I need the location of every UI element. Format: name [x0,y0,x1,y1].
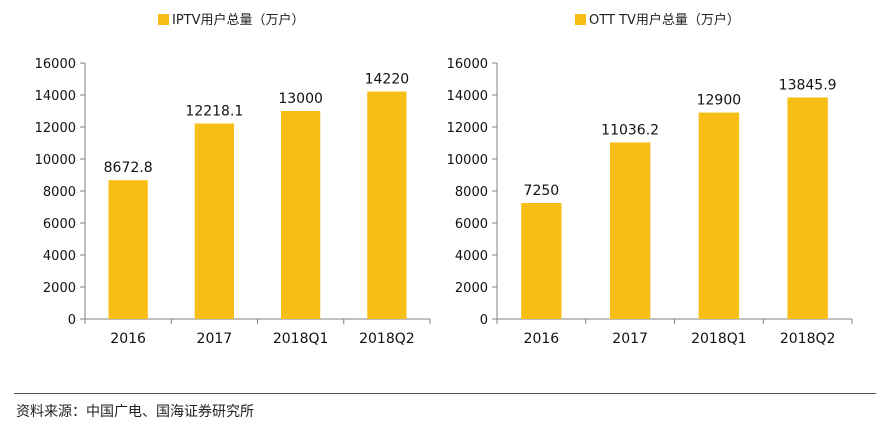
y-tick-label: 4000 [43,249,76,264]
y-tick-label: 14000 [35,89,76,104]
y-tick-label: 0 [68,313,76,328]
y-tick-label: 2000 [43,281,76,296]
y-tick-label: 12000 [35,121,76,136]
y-tick-label: 10000 [35,153,76,168]
chart-iptv: IPTV用户总量（万户） 0 2000 4000 6000 8000 10000 12000 1… [35,12,431,347]
y-tick-label: 10000 [447,153,488,168]
legend-label: OTT TV用户总量（万户） [589,12,740,28]
data-label: 14220 [365,71,410,87]
x-tick-label: 2018Q2 [359,331,415,347]
y-tick-label: 4000 [455,249,488,264]
y-tick-label: 6000 [43,217,76,232]
x-tick-label: 2017 [612,331,648,347]
data-label: 7250 [524,183,560,199]
legend-swatch [158,14,169,25]
y-tick-label: 16000 [35,57,76,72]
x-tick-label: 2018Q2 [780,331,836,347]
legend-ott: OTT TV用户总量（万户） [575,12,740,28]
legend-label: IPTV用户总量（万户） [172,12,305,28]
data-label: 13845.9 [779,77,837,93]
y-tick-label: 0 [480,313,488,328]
bar-2018Q2 [787,97,828,319]
data-label: 12218.1 [185,104,243,120]
bar-2018Q1 [281,111,321,319]
data-label: 12900 [697,93,742,109]
y-tick-label: 8000 [43,185,76,200]
x-tick-label: 2018Q1 [273,331,329,347]
y-tick-label: 6000 [455,217,488,232]
y-tick-label: 16000 [447,57,488,72]
bar-2017 [609,142,651,319]
source-note: 资料来源：中国广电、国海证券研究所 [16,404,254,420]
x-tick-label: 2016 [524,331,560,347]
chart-ott: OTT TV用户总量（万户） 0 2000 4000 6000 8000 10000 1200… [447,12,853,347]
x-tick-label: 2017 [197,331,233,347]
data-label: 8672.8 [104,160,153,176]
x-tick-label: 2016 [110,331,146,347]
y-tick-label: 14000 [447,89,488,104]
x-tick-label: 2018Q1 [691,331,747,347]
bar-2018Q2 [367,91,407,319]
source-divider [14,393,876,394]
bar-2017 [194,123,234,319]
bar-2016 [108,180,148,319]
y-tick-label: 2000 [455,281,488,296]
y-tick-label: 8000 [455,185,488,200]
data-label: 13000 [278,91,323,107]
bar-2016 [521,203,562,319]
y-tick-label: 12000 [447,121,488,136]
legend-iptv: IPTV用户总量（万户） [158,12,305,28]
bar-2018Q1 [698,112,740,319]
legend-swatch [575,14,586,25]
data-label: 11036.2 [601,122,659,138]
charts-canvas: IPTV用户总量（万户） 0 2000 4000 6000 8000 10000 12000 1… [35,12,853,347]
